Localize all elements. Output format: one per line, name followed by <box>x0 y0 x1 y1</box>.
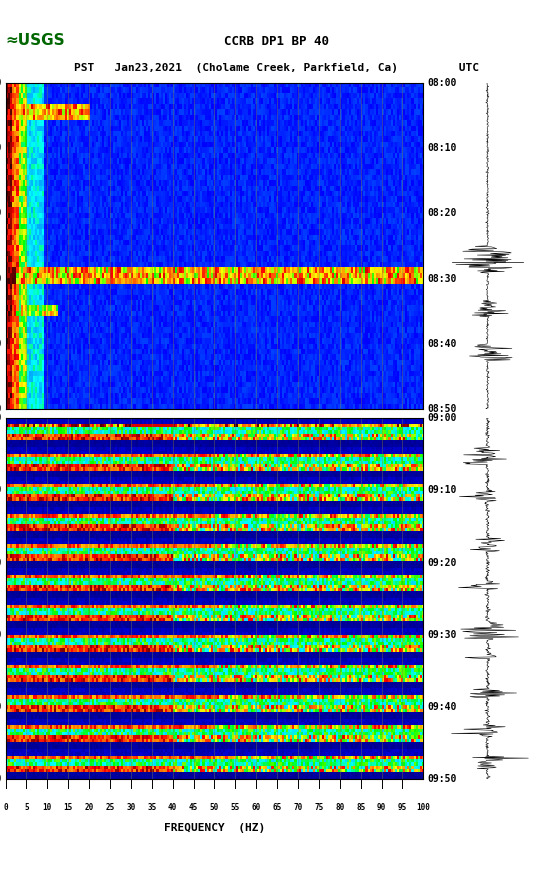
Text: 08:00: 08:00 <box>427 78 457 88</box>
Text: 75: 75 <box>314 804 323 813</box>
Text: 01:40: 01:40 <box>0 702 1 712</box>
Text: 90: 90 <box>377 804 386 813</box>
Text: 55: 55 <box>231 804 240 813</box>
Text: 40: 40 <box>168 804 177 813</box>
Text: 09:10: 09:10 <box>427 485 457 496</box>
Text: 09:50: 09:50 <box>427 774 457 784</box>
Text: 85: 85 <box>356 804 365 813</box>
Text: 08:50: 08:50 <box>427 405 457 414</box>
Text: 01:50: 01:50 <box>0 774 1 784</box>
Text: 09:30: 09:30 <box>427 630 457 639</box>
Text: 65: 65 <box>273 804 282 813</box>
Text: FREQUENCY  (HZ): FREQUENCY (HZ) <box>164 823 265 833</box>
Text: 01:00: 01:00 <box>0 413 1 423</box>
Text: 100: 100 <box>416 804 430 813</box>
Text: 15: 15 <box>63 804 73 813</box>
Text: 00:10: 00:10 <box>0 143 1 153</box>
Text: 09:40: 09:40 <box>427 702 457 712</box>
Text: 70: 70 <box>293 804 302 813</box>
Text: 30: 30 <box>126 804 135 813</box>
Text: CCRB DP1 BP 40: CCRB DP1 BP 40 <box>224 35 328 48</box>
Text: 35: 35 <box>147 804 156 813</box>
Text: 08:10: 08:10 <box>427 143 457 153</box>
Text: 45: 45 <box>189 804 198 813</box>
Text: 08:40: 08:40 <box>427 339 457 349</box>
Text: 60: 60 <box>252 804 261 813</box>
Text: 20: 20 <box>84 804 94 813</box>
Text: 95: 95 <box>398 804 407 813</box>
Text: 00:50: 00:50 <box>0 405 1 414</box>
Text: 09:00: 09:00 <box>427 413 457 423</box>
Text: 25: 25 <box>105 804 115 813</box>
Text: 00:00: 00:00 <box>0 78 1 88</box>
Text: 00:30: 00:30 <box>0 274 1 284</box>
Text: 80: 80 <box>335 804 344 813</box>
Text: 0: 0 <box>3 804 8 813</box>
Text: 5: 5 <box>24 804 29 813</box>
Text: 08:20: 08:20 <box>427 208 457 219</box>
Text: 01:20: 01:20 <box>0 557 1 568</box>
Text: 01:10: 01:10 <box>0 485 1 496</box>
Text: 10: 10 <box>43 804 52 813</box>
Text: 09:20: 09:20 <box>427 557 457 568</box>
Text: 01:30: 01:30 <box>0 630 1 639</box>
Text: PST   Jan23,2021  (Cholame Creek, Parkfield, Ca)         UTC: PST Jan23,2021 (Cholame Creek, Parkfield… <box>73 63 479 73</box>
Text: 00:40: 00:40 <box>0 339 1 349</box>
Text: 50: 50 <box>210 804 219 813</box>
Text: 08:30: 08:30 <box>427 274 457 284</box>
Text: ≈USGS: ≈USGS <box>6 33 65 47</box>
Text: 00:20: 00:20 <box>0 208 1 219</box>
